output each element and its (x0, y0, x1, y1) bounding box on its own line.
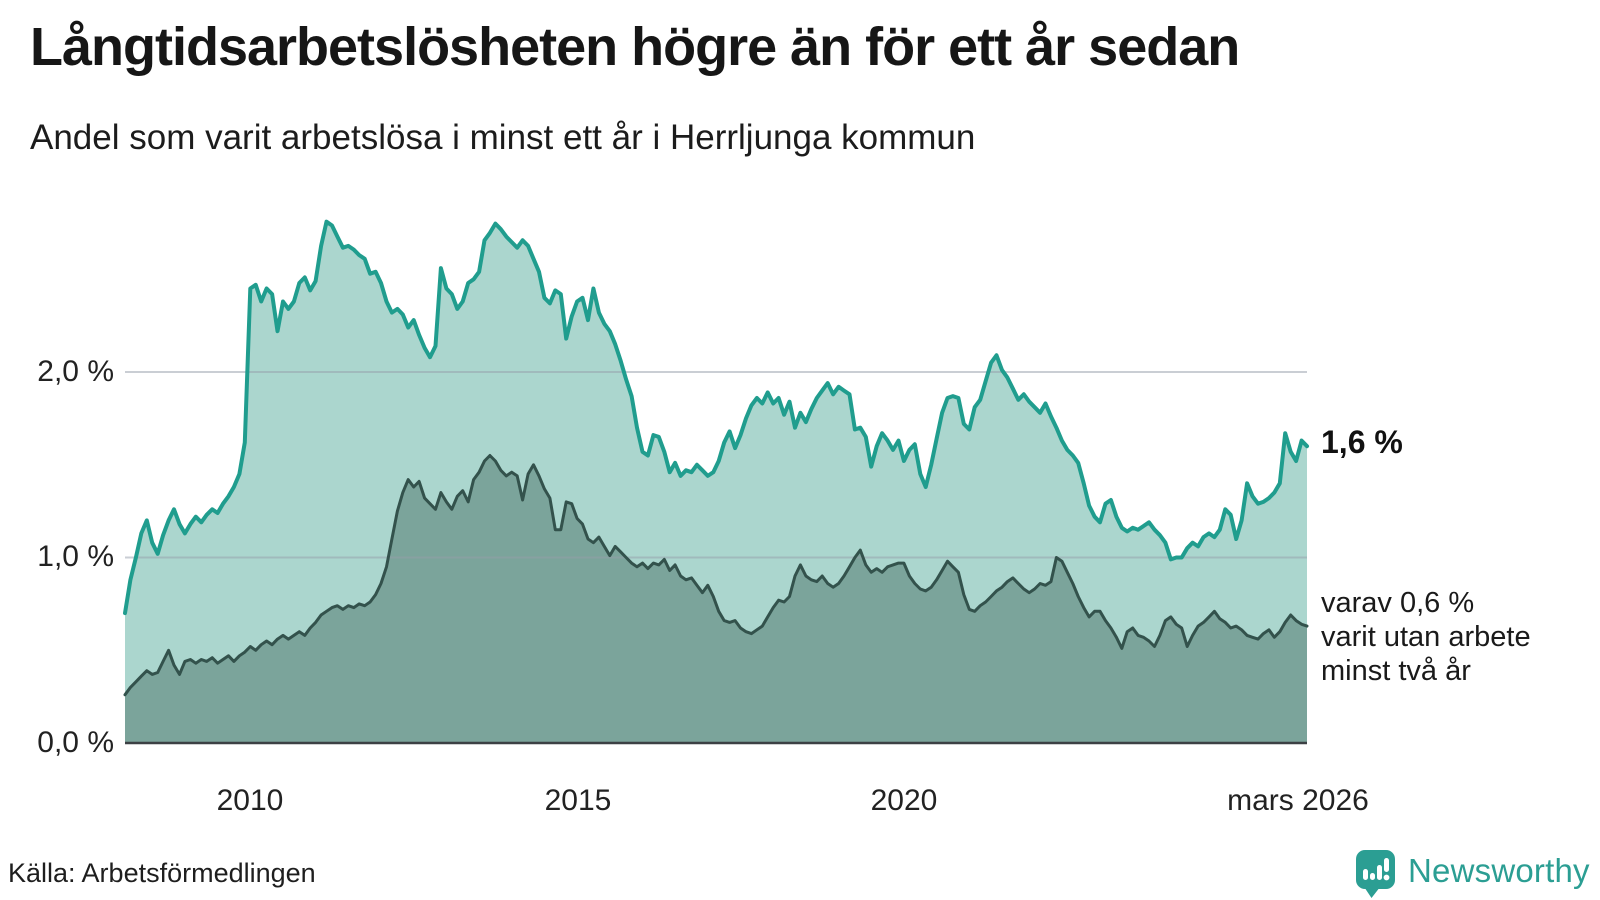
series2-annotation-line-1: varav 0,6 % (1321, 587, 1475, 619)
newsworthy-wordmark: Newsworthy (1408, 852, 1590, 889)
page-title: Långtidsarbetslösheten högre än för ett … (30, 17, 1240, 77)
area-chart (123, 219, 1309, 745)
series1-end-value-label: 1,6 % (1321, 424, 1403, 460)
chart-subtitle: Andel som varit arbetslösa i minst ett å… (30, 118, 976, 157)
series2-annotation-line-2: varit utan arbete (1321, 621, 1531, 653)
newsworthy-logo: Newsworthy (1356, 850, 1590, 898)
newsworthy-speech-bubble-bar-chart-icon (1356, 850, 1395, 898)
series2-annotation-line-3: minst två år (1321, 655, 1471, 687)
y-axis-tick-1.0: 1,0 % (37, 540, 114, 573)
series2-end-annotation: varav 0,6 % varit utan arbete minst två … (1321, 586, 1531, 688)
y-axis-tick-0.0: 0,0 % (37, 726, 114, 759)
y-axis-tick-2.0: 2,0 % (37, 355, 114, 388)
x-axis-tick-2015: 2015 (544, 784, 612, 817)
x-axis-tick-2020: 2020 (870, 784, 938, 817)
x-axis-tick-2010: 2010 (216, 784, 284, 817)
x-axis-tick-mars-2026: mars 2026 (1227, 784, 1369, 817)
source-attribution: Källa: Arbetsförmedlingen (8, 858, 316, 888)
